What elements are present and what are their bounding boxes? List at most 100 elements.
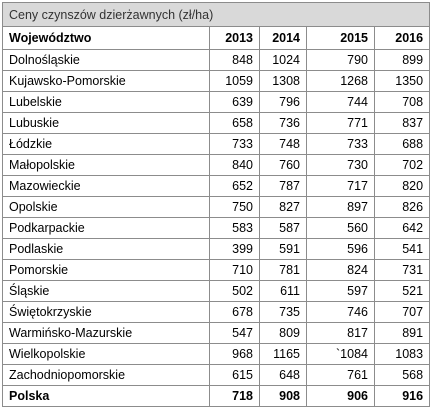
row-value: 817 [306, 322, 375, 344]
row-value: 560 [306, 217, 375, 239]
row-value: 688 [373, 133, 431, 155]
row-label: Podkarpackie [2, 217, 210, 239]
row-value: 809 [259, 322, 307, 344]
row-value: 750 [209, 196, 260, 218]
row-value: 639 [209, 91, 260, 113]
header-2016: 2016 [373, 26, 431, 50]
table-row: Łódzkie 733 748 733 688 [2, 133, 431, 155]
table-row: Kujawsko-Pomorskie 1059 1308 1268 1350 [2, 70, 431, 92]
table-row: Podkarpackie 583 587 560 642 [2, 217, 431, 239]
row-value: 891 [373, 322, 431, 344]
row-value: 1268 [306, 70, 375, 92]
row-value: 840 [209, 154, 260, 176]
row-value: 897 [306, 196, 375, 218]
table-row: Lubuskie 658 736 771 837 [2, 112, 431, 134]
row-value: 733 [306, 133, 375, 155]
row-label: Łódzkie [2, 133, 210, 155]
row-label: Świętokrzyskie [2, 301, 210, 323]
row-value: 587 [259, 217, 307, 239]
row-value: 1350 [373, 70, 431, 92]
row-value: 899 [373, 49, 431, 71]
row-value: 746 [306, 301, 375, 323]
rent-prices-table: Ceny czynszów dzierżawnych (zł/ha) Wojew… [1, 2, 431, 407]
row-value: 1165 [259, 343, 307, 365]
row-value: 648 [259, 364, 307, 386]
row-value: `1084 [306, 343, 375, 365]
row-value: 615 [209, 364, 260, 386]
row-value: 707 [373, 301, 431, 323]
table-header-row: Województwo 2013 2014 2015 2016 [2, 26, 431, 50]
row-label: Wielkopolskie [2, 343, 210, 365]
row-label: Kujawsko-Pomorskie [2, 70, 210, 92]
row-value: 790 [306, 49, 375, 71]
table-row: Podlaskie 399 591 596 541 [2, 238, 431, 260]
row-value: 1083 [373, 343, 431, 365]
row-value: 1024 [259, 49, 307, 71]
row-label: Lubelskie [2, 91, 210, 113]
row-value: 718 [209, 385, 260, 407]
row-value: 596 [306, 238, 375, 260]
row-value: 652 [209, 175, 260, 197]
table-title-row: Ceny czynszów dzierżawnych (zł/ha) [1, 2, 431, 27]
row-value: 591 [259, 238, 307, 260]
row-value: 658 [209, 112, 260, 134]
row-label: Lubuskie [2, 112, 210, 134]
row-label: Warmińsko-Mazurskie [2, 322, 210, 344]
row-value: 735 [259, 301, 307, 323]
rent-prices-table-container: Ceny czynszów dzierżawnych (zł/ha) Wojew… [1, 2, 431, 407]
row-value: 744 [306, 91, 375, 113]
row-label: Małopolskie [2, 154, 210, 176]
row-value: 733 [209, 133, 260, 155]
row-value: 848 [209, 49, 260, 71]
table-row: Dolnośląskie 848 1024 790 899 [2, 49, 431, 71]
row-label: Pomorskie [2, 259, 210, 281]
row-value: 710 [209, 259, 260, 281]
row-value: 748 [259, 133, 307, 155]
table-row: Pomorskie 710 781 824 731 [2, 259, 431, 281]
row-label: Zachodniopomorskie [2, 364, 210, 386]
row-label: Śląskie [2, 280, 210, 302]
row-value: 906 [306, 385, 375, 407]
row-value: 761 [306, 364, 375, 386]
row-value: 597 [306, 280, 375, 302]
row-value: 781 [259, 259, 307, 281]
row-value: 568 [373, 364, 431, 386]
table-row: Lubelskie 639 796 744 708 [2, 91, 431, 113]
row-label: Polska [2, 385, 210, 407]
row-value: 916 [373, 385, 431, 407]
table-row: Wielkopolskie 968 1165 `1084 1083 [2, 343, 431, 365]
row-value: 678 [209, 301, 260, 323]
header-2015: 2015 [306, 26, 375, 50]
row-value: 827 [259, 196, 307, 218]
row-value: 760 [259, 154, 307, 176]
row-value: 796 [259, 91, 307, 113]
row-value: 730 [306, 154, 375, 176]
row-value: 642 [373, 217, 431, 239]
table-row: Opolskie 750 827 897 826 [2, 196, 431, 218]
header-2013: 2013 [209, 26, 260, 50]
row-value: 826 [373, 196, 431, 218]
row-value: 541 [373, 238, 431, 260]
table-row: Śląskie 502 611 597 521 [2, 280, 431, 302]
row-value: 717 [306, 175, 375, 197]
header-voivodeship: Województwo [2, 26, 210, 50]
table-title: Ceny czynszów dzierżawnych (zł/ha) [1, 2, 431, 27]
row-value: 708 [373, 91, 431, 113]
row-value: 837 [373, 112, 431, 134]
row-value: 820 [373, 175, 431, 197]
row-value: 702 [373, 154, 431, 176]
row-value: 583 [209, 217, 260, 239]
row-value: 736 [259, 112, 307, 134]
row-value: 968 [209, 343, 260, 365]
row-value: 824 [306, 259, 375, 281]
row-label: Mazowieckie [2, 175, 210, 197]
header-2014: 2014 [259, 26, 307, 50]
row-value: 399 [209, 238, 260, 260]
row-label: Podlaskie [2, 238, 210, 260]
row-value: 611 [259, 280, 307, 302]
table-row: Warmińsko-Mazurskie 547 809 817 891 [2, 322, 431, 344]
row-value: 771 [306, 112, 375, 134]
table-row: Mazowieckie 652 787 717 820 [2, 175, 431, 197]
row-value: 502 [209, 280, 260, 302]
row-value: 731 [373, 259, 431, 281]
